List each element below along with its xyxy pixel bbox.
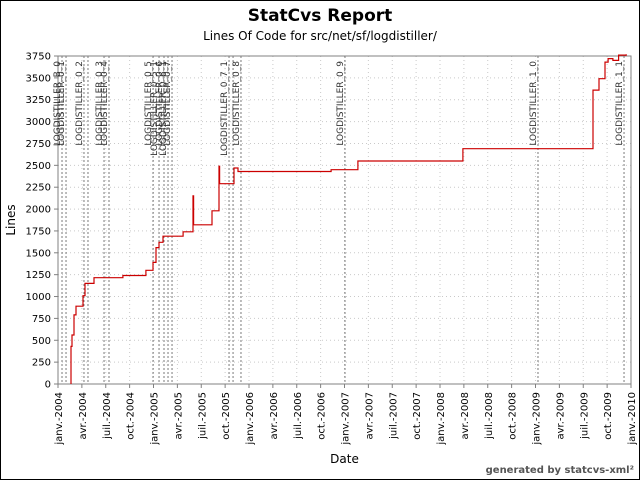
x-tick-label: janv.-2010 — [627, 392, 638, 446]
y-tick-label: 2250 — [26, 183, 51, 194]
chart-subtitle: Lines Of Code for src/net/sf/logdistille… — [203, 29, 437, 43]
y-tick-label: 2500 — [26, 161, 51, 172]
tag-label: LOGDISTILLER_0_3 — [95, 61, 105, 146]
release-tag-lines — [61, 56, 625, 384]
tag-label: LOGDISTILLER_0_5 — [144, 61, 154, 146]
y-tick-label: 2000 — [26, 205, 51, 216]
x-tick-label: janv.-2006 — [245, 392, 256, 446]
x-tick-label: avr.-2006 — [269, 392, 280, 439]
y-tick-label: 3750 — [26, 52, 51, 63]
y-tick-label: 1500 — [26, 248, 51, 259]
tag-label: LOGDISTILLER_B_0 — [53, 61, 63, 146]
tag-label: LOGDISTILLER_0_6 — [155, 61, 165, 146]
x-tick-label: juil.-2006 — [293, 392, 304, 440]
y-tick-label: 750 — [32, 314, 51, 325]
y-tick-label: 1250 — [26, 270, 51, 281]
x-axis-title: Date — [330, 452, 359, 466]
tag-label: LOGDISTILLER_1_1 — [615, 61, 625, 146]
generator-credit: generated by statcvs-xml² — [485, 465, 634, 476]
y-tick-label: 3250 — [26, 95, 51, 106]
x-tick-label: oct.-2008 — [508, 392, 519, 440]
x-tick-label: oct.-2009 — [603, 392, 614, 440]
tag-label: LOGDISTILLER_0_9 — [336, 61, 346, 146]
x-tick-label: oct.-2007 — [412, 392, 423, 440]
x-tick-label: juil.-2008 — [484, 392, 495, 440]
x-tick-label: avr.-2004 — [78, 392, 89, 439]
x-tick-label: avr.-2007 — [364, 392, 375, 439]
x-tick-label: janv.-2005 — [150, 392, 161, 446]
x-tick-label: oct.-2005 — [221, 392, 232, 440]
x-tick-label: avr.-2008 — [460, 392, 471, 439]
tag-label: LOGDISTILLER_0_4 — [100, 61, 110, 146]
x-tick-label: janv.-2008 — [436, 392, 447, 446]
y-tick-label: 250 — [32, 358, 51, 369]
x-tick-label: juil.-2004 — [102, 392, 113, 440]
y-axis-title: Lines — [4, 204, 18, 235]
y-tick-label: 1750 — [26, 226, 51, 237]
y-tick-label: 500 — [32, 336, 51, 347]
x-tick-label: juil.-2005 — [197, 392, 208, 440]
tag-label: LOGDISTILLER_0_5_1 — [150, 61, 160, 156]
y-tick-label: 0 — [45, 380, 51, 391]
x-tick-label: janv.-2009 — [532, 392, 543, 446]
x-tick-label: janv.-2007 — [341, 392, 352, 446]
y-tick-label: 1000 — [26, 292, 51, 303]
page-title: StatCvs Report — [247, 6, 393, 26]
gridlines — [57, 55, 632, 385]
x-tick-label: avr.-2005 — [173, 392, 184, 439]
tag-label: LOGDISTILLER_1_0 — [529, 61, 539, 146]
tag-label: LOGDISTILLER_0_6_1 — [159, 61, 169, 156]
series-path — [70, 54, 627, 384]
x-tick-label: juil.-2007 — [388, 392, 399, 440]
loc-series-line — [70, 54, 627, 384]
x-tick-label: janv.-2004 — [54, 392, 65, 446]
y-tick-label: 3500 — [26, 73, 51, 84]
y-tick-label: 3000 — [26, 117, 51, 128]
tag-label: LOGDISTILLER_0_8 — [232, 61, 242, 146]
x-tick-label: avr.-2009 — [555, 392, 566, 439]
tag-label: LOGDISTILLER_0_2 — [75, 61, 85, 146]
tag-label: LOGDISTILLER_0_1 — [57, 61, 67, 146]
y-tick-label: 2750 — [26, 139, 51, 150]
x-tick-label: oct.-2004 — [126, 392, 137, 440]
x-tick-label: juil.-2009 — [579, 392, 590, 440]
tag-label: LOGDISTILLER_0_7 — [163, 61, 173, 146]
axis-labels: 0 250 500 750 1000 1250 1500 1750 2000 2250 2500 27… — [4, 52, 638, 467]
tag-label: LOGDISTILLER_0_7_1 — [220, 61, 230, 156]
x-tick-label: oct.-2006 — [317, 392, 328, 440]
